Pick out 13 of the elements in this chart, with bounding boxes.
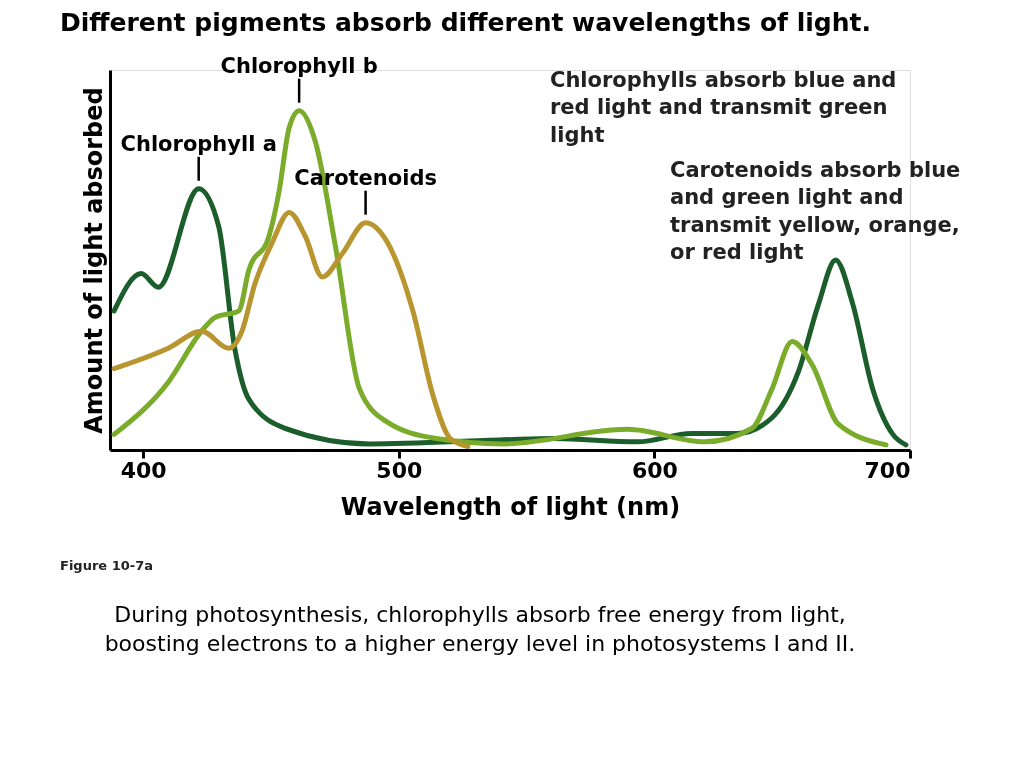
x-tick-label: 700 xyxy=(864,457,911,483)
x-tick-label: 500 xyxy=(376,457,423,483)
x-tick-label: 600 xyxy=(631,457,678,483)
x-tick-label: 400 xyxy=(120,457,167,483)
annotation: Chlorophyll a xyxy=(120,131,277,156)
annotation: Carotenoids absorb blue and green light and transmit yellow, orange, or red light xyxy=(670,158,961,264)
annotation: Chlorophylls absorb blue and red light and transmit green light xyxy=(550,68,897,147)
x-axis-title: Wavelength of light (nm) xyxy=(340,492,681,521)
text: During photosynthesis, chlorophylls absorb free energy from light, boosting electrons to a higher energy level in photosystems I and II. xyxy=(104,602,856,656)
y-axis-title: Amount of light absorbed xyxy=(79,87,108,434)
chart-title: Different pigments absorb different wavelengths of light. xyxy=(60,7,871,37)
caption: Figure 10-7a xyxy=(60,558,153,573)
annotation: Chlorophyll b xyxy=(220,53,378,78)
